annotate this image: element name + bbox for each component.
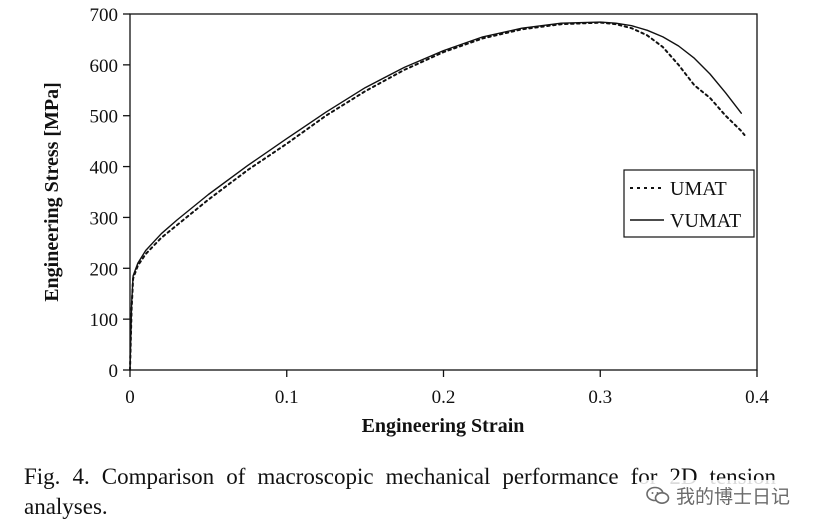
x-tick-label: 0.3	[588, 387, 612, 408]
x-axis: 0 0.1 0.2 0.3 0.4	[125, 370, 769, 408]
legend-label-vumat: VUMAT	[670, 210, 741, 232]
watermark-text: 我的博士日记	[676, 486, 791, 508]
y-tick-label: 600	[90, 56, 119, 77]
y-tick-label: 500	[90, 107, 119, 128]
y-tick-label: 400	[90, 158, 119, 179]
series-line-vumat	[129, 21, 742, 371]
series-line-umat	[129, 21, 746, 371]
x-axis-title: Engineering Strain	[362, 415, 525, 437]
y-tick-label: 300	[90, 208, 119, 229]
legend-label-umat: UMAT	[670, 178, 727, 200]
legend: UMAT VUMAT	[623, 169, 755, 238]
legend-box	[623, 169, 755, 238]
y-tick-label: 700	[90, 5, 119, 26]
x-tick-label: 0.2	[432, 387, 456, 408]
x-tick-label: 0.4	[745, 387, 769, 408]
y-axis: 0 100 200 300 400 500 600 700	[90, 5, 130, 382]
series-layer	[129, 21, 746, 371]
y-tick-label: 100	[90, 310, 119, 331]
x-tick-label: 0.1	[275, 387, 299, 408]
watermark: 我的博士日记	[640, 480, 797, 511]
chart: 0 100 200 300 400 500 600 700 0 0.1 0.2 0.3 0.4 Eng…	[41, 5, 769, 437]
y-tick-label: 0	[109, 361, 119, 382]
y-axis-title: Engineering Stress [MPa]	[41, 82, 63, 302]
y-tick-label: 200	[90, 259, 119, 280]
x-tick-label: 0	[125, 387, 135, 408]
wechat-icon	[646, 486, 670, 504]
